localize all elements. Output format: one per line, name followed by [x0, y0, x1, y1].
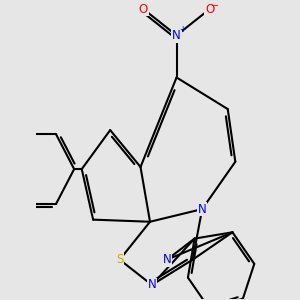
Text: N: N [148, 278, 156, 291]
Text: N: N [198, 202, 206, 216]
Text: O: O [139, 2, 148, 16]
Text: O: O [205, 2, 214, 16]
Text: N: N [172, 29, 181, 42]
Text: −: − [211, 1, 219, 11]
Text: S: S [116, 253, 123, 266]
Text: +: + [179, 26, 185, 34]
Text: N: N [163, 253, 171, 266]
